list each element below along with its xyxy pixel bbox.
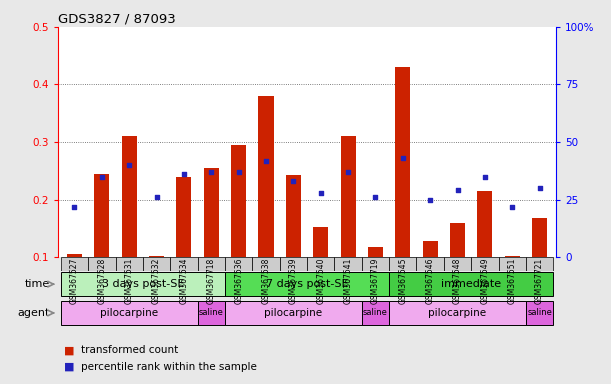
- Bar: [88, 257, 115, 271]
- Point: [480, 174, 490, 180]
- Text: 3 days post-SE: 3 days post-SE: [101, 279, 184, 289]
- Text: GSM367534: GSM367534: [180, 258, 188, 305]
- Text: GSM367718: GSM367718: [207, 258, 216, 304]
- Bar: [143, 257, 170, 271]
- Point: [152, 194, 161, 200]
- Text: GDS3827 / 87093: GDS3827 / 87093: [58, 13, 176, 26]
- Bar: [499, 257, 526, 271]
- Bar: [368, 247, 383, 257]
- Bar: [417, 257, 444, 271]
- Bar: [526, 301, 554, 325]
- Point: [370, 194, 380, 200]
- Text: immediate: immediate: [441, 279, 501, 289]
- Bar: [389, 301, 526, 325]
- Bar: [307, 257, 334, 271]
- Bar: [471, 257, 499, 271]
- Text: saline: saline: [199, 308, 224, 318]
- Point: [535, 185, 544, 191]
- Text: pilocarpine: pilocarpine: [100, 308, 158, 318]
- Point: [179, 171, 189, 177]
- Text: GSM367528: GSM367528: [97, 258, 106, 304]
- Bar: [389, 257, 417, 271]
- Text: GSM367538: GSM367538: [262, 258, 271, 305]
- Bar: [60, 272, 225, 296]
- Bar: [389, 272, 554, 296]
- Point: [507, 204, 517, 210]
- Bar: [252, 257, 280, 271]
- Bar: [225, 301, 362, 325]
- Bar: [526, 257, 554, 271]
- Text: GSM367545: GSM367545: [398, 258, 408, 305]
- Point: [343, 169, 353, 175]
- Bar: [505, 256, 520, 257]
- Text: GSM367541: GSM367541: [343, 258, 353, 305]
- Text: GSM367546: GSM367546: [426, 258, 434, 305]
- Point: [261, 157, 271, 164]
- Text: ■: ■: [64, 362, 75, 372]
- Text: GSM367549: GSM367549: [480, 258, 489, 305]
- Point: [207, 169, 216, 175]
- Bar: [258, 96, 274, 257]
- Point: [124, 162, 134, 168]
- Bar: [177, 177, 191, 257]
- Bar: [395, 67, 411, 257]
- Bar: [60, 257, 88, 271]
- Bar: [94, 174, 109, 257]
- Bar: [203, 168, 219, 257]
- Bar: [286, 175, 301, 257]
- Text: 7 days post-SE: 7 days post-SE: [266, 279, 348, 289]
- Text: pilocarpine: pilocarpine: [265, 308, 323, 318]
- Bar: [170, 257, 197, 271]
- Bar: [231, 145, 246, 257]
- Point: [398, 155, 408, 161]
- Text: percentile rank within the sample: percentile rank within the sample: [81, 362, 257, 372]
- Text: GSM367719: GSM367719: [371, 258, 380, 305]
- Text: transformed count: transformed count: [81, 345, 178, 355]
- Bar: [313, 227, 328, 257]
- Bar: [197, 257, 225, 271]
- Bar: [334, 257, 362, 271]
- Text: GSM367551: GSM367551: [508, 258, 517, 305]
- Bar: [362, 301, 389, 325]
- Text: pilocarpine: pilocarpine: [428, 308, 486, 318]
- Text: agent: agent: [18, 308, 50, 318]
- Text: GSM367531: GSM367531: [125, 258, 134, 305]
- Bar: [225, 257, 252, 271]
- Bar: [340, 136, 356, 257]
- Point: [70, 204, 79, 210]
- Text: saline: saline: [527, 308, 552, 318]
- Text: GSM367721: GSM367721: [535, 258, 544, 304]
- Text: GSM367540: GSM367540: [316, 258, 325, 305]
- Bar: [444, 257, 471, 271]
- Bar: [450, 223, 465, 257]
- Text: ■: ■: [64, 345, 75, 355]
- Point: [453, 187, 463, 194]
- Bar: [67, 255, 82, 257]
- Point: [316, 190, 326, 196]
- Text: time: time: [24, 279, 50, 289]
- Point: [425, 197, 435, 203]
- Bar: [225, 272, 389, 296]
- Bar: [532, 218, 547, 257]
- Point: [97, 174, 107, 180]
- Bar: [477, 191, 492, 257]
- Text: GSM367536: GSM367536: [234, 258, 243, 305]
- Point: [234, 169, 244, 175]
- Bar: [122, 136, 137, 257]
- Text: GSM367548: GSM367548: [453, 258, 462, 305]
- Bar: [115, 257, 143, 271]
- Bar: [60, 301, 197, 325]
- Bar: [149, 256, 164, 257]
- Text: GSM367527: GSM367527: [70, 258, 79, 305]
- Bar: [280, 257, 307, 271]
- Point: [288, 178, 298, 184]
- Bar: [362, 257, 389, 271]
- Text: GSM367532: GSM367532: [152, 258, 161, 305]
- Text: GSM367539: GSM367539: [289, 258, 298, 305]
- Bar: [423, 241, 437, 257]
- Bar: [197, 301, 225, 325]
- Text: saline: saline: [363, 308, 388, 318]
